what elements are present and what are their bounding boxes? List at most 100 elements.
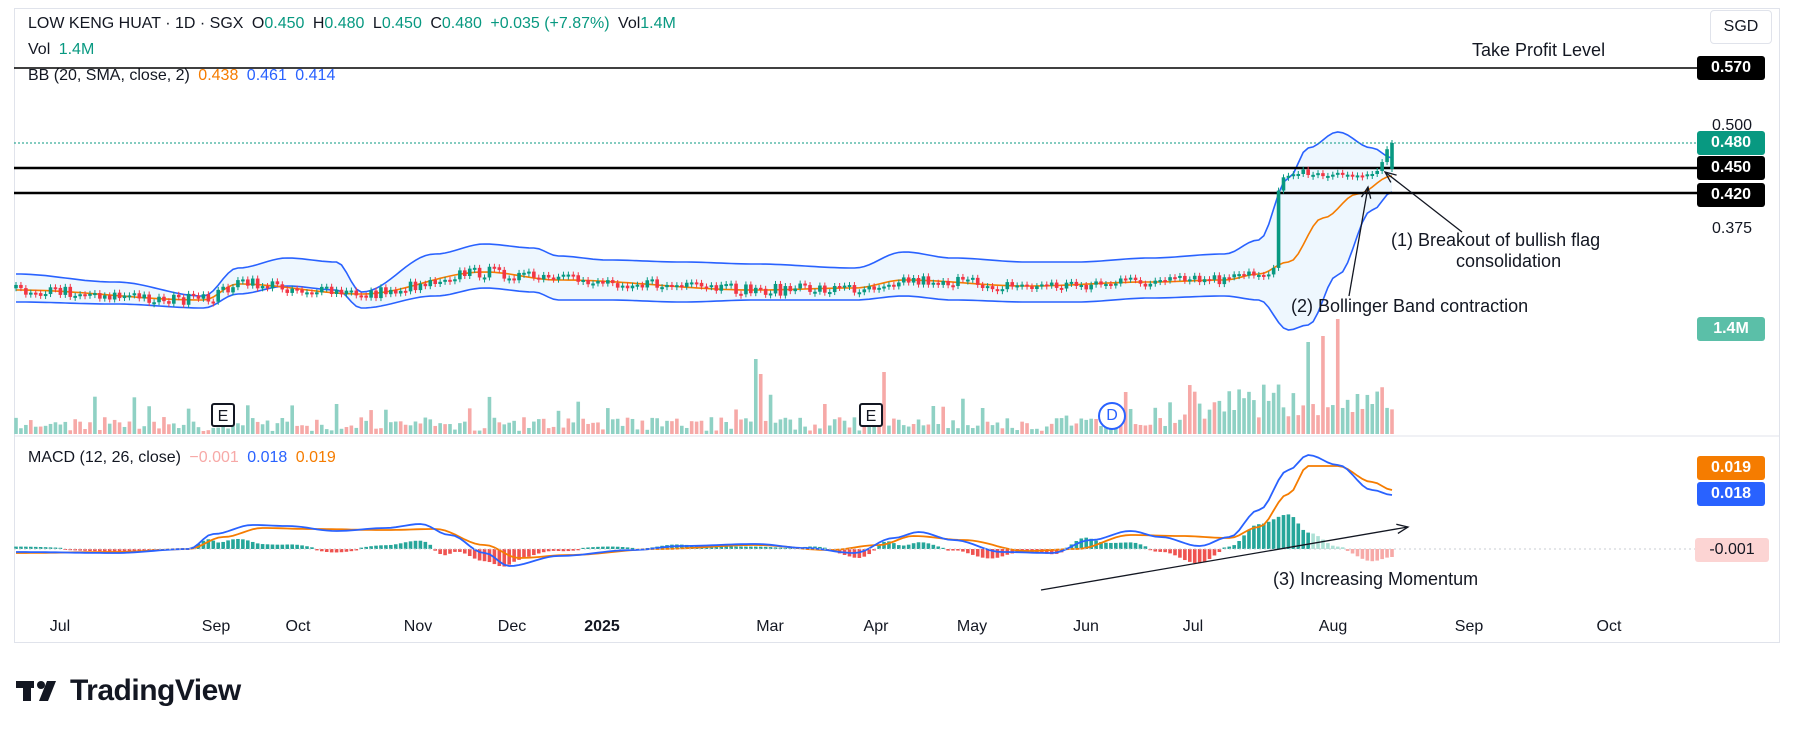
candle-body (33, 292, 38, 295)
volume-bar (842, 420, 847, 434)
volume-bar (1178, 419, 1182, 434)
volume-bar (393, 421, 398, 434)
volume-bar (684, 427, 689, 434)
candle-body (620, 285, 625, 288)
candle-body (1178, 275, 1182, 278)
volume-bar (729, 428, 733, 434)
volume-bar (1020, 421, 1024, 434)
earnings-marker[interactable]: E (211, 403, 235, 427)
candle-body (107, 295, 112, 300)
volume-bar (1069, 425, 1074, 434)
candle-body (1025, 284, 1029, 287)
candle-body (680, 285, 684, 288)
macd-histogram-bar (1109, 542, 1113, 549)
candle-body (172, 294, 176, 304)
volume-bar (1133, 424, 1138, 434)
macd-histogram-bar (1335, 546, 1340, 549)
volume-bar (295, 425, 299, 434)
candle-body (517, 272, 521, 281)
macd-histogram-bar (1286, 514, 1291, 549)
macd-histogram-bar (1212, 549, 1217, 556)
volume-bar (88, 422, 92, 434)
macd-histogram-bar (551, 549, 556, 551)
volume-bar (749, 421, 753, 434)
volume-bar (507, 422, 511, 434)
candle-body (615, 283, 620, 288)
candle-body (24, 288, 28, 295)
macd-histogram-bar (1227, 546, 1232, 549)
candle-body (443, 279, 447, 282)
macd-histogram-bar (566, 549, 571, 552)
candle-body (1064, 282, 1069, 289)
macd-histogram-bar (1321, 539, 1325, 549)
volume-bar (536, 419, 541, 434)
volume-bar (270, 430, 275, 434)
bollinger-lower-line (16, 191, 1393, 331)
macd-histogram-bar (260, 544, 265, 549)
macd-histogram-bar (384, 545, 388, 549)
month-label: Oct (285, 618, 311, 635)
volume-bar (946, 428, 950, 434)
candle-body (58, 287, 63, 295)
month-label: Oct (1596, 618, 1622, 635)
candle-body (1123, 278, 1128, 281)
volume-bar (1099, 426, 1103, 434)
volume-bar (369, 410, 373, 434)
candle-body (1049, 282, 1054, 286)
candle-body (329, 286, 334, 295)
macd-histogram-bar (778, 547, 783, 549)
macd-histogram-bar (1271, 519, 1276, 549)
macd-histogram-bar (265, 544, 270, 549)
macd-histogram-bar (975, 549, 980, 557)
volume-bar (566, 418, 571, 434)
macd-histogram-bar (295, 544, 299, 549)
macd-histogram-bar (300, 545, 304, 549)
volume-bar (28, 420, 33, 434)
macd-histogram-bar (221, 541, 225, 549)
volume-bar (867, 423, 872, 434)
candle-body (936, 282, 941, 285)
candle-body (576, 275, 581, 282)
volume-bar (398, 421, 403, 434)
macd-histogram-bar (749, 546, 753, 549)
volume-bar (1163, 425, 1167, 434)
candle-body (586, 279, 590, 285)
dividend-marker[interactable]: D (1098, 402, 1126, 430)
macd-histogram-bar (231, 539, 235, 549)
macd-histogram-bar (1222, 547, 1227, 549)
volume-bar (236, 423, 240, 434)
macd-histogram-bar (936, 546, 941, 549)
volume-bar (778, 419, 783, 434)
volume-bar (1365, 394, 1370, 434)
volume-bar (78, 421, 82, 434)
candle-body (783, 286, 788, 296)
candle-body (601, 281, 605, 284)
volume-bar (458, 423, 462, 434)
macd-histogram-bar (1163, 549, 1167, 553)
chart-canvas[interactable] (0, 0, 1793, 650)
candle-body (270, 281, 275, 289)
macd-line-value: 0.018 (247, 449, 288, 466)
candle-body (1306, 169, 1310, 176)
candle-body (458, 270, 462, 280)
candle-body (1321, 173, 1325, 177)
month-label: May (956, 618, 988, 635)
candle-body (1202, 279, 1207, 283)
macd-histogram-bar (1123, 542, 1128, 549)
earnings-marker[interactable]: E (859, 403, 883, 427)
macd-histogram-bar (556, 549, 561, 551)
macd-histogram-bar (1340, 547, 1345, 549)
macd-histogram-bar (1133, 542, 1138, 549)
candle-body (1030, 286, 1034, 289)
volume-bar (467, 408, 472, 434)
macd-histogram-bar (862, 549, 867, 557)
volume-bar (956, 428, 960, 434)
macd-histogram-bar (319, 549, 324, 552)
chart-frame (14, 8, 1780, 643)
volume-bar (275, 423, 280, 434)
macd-histogram-bar (497, 549, 502, 567)
volume-bar (364, 420, 368, 434)
currency-button[interactable]: SGD (1710, 10, 1772, 44)
macd-histogram-bar (1089, 538, 1093, 549)
tradingview-logo[interactable]: TradingView (16, 674, 241, 708)
